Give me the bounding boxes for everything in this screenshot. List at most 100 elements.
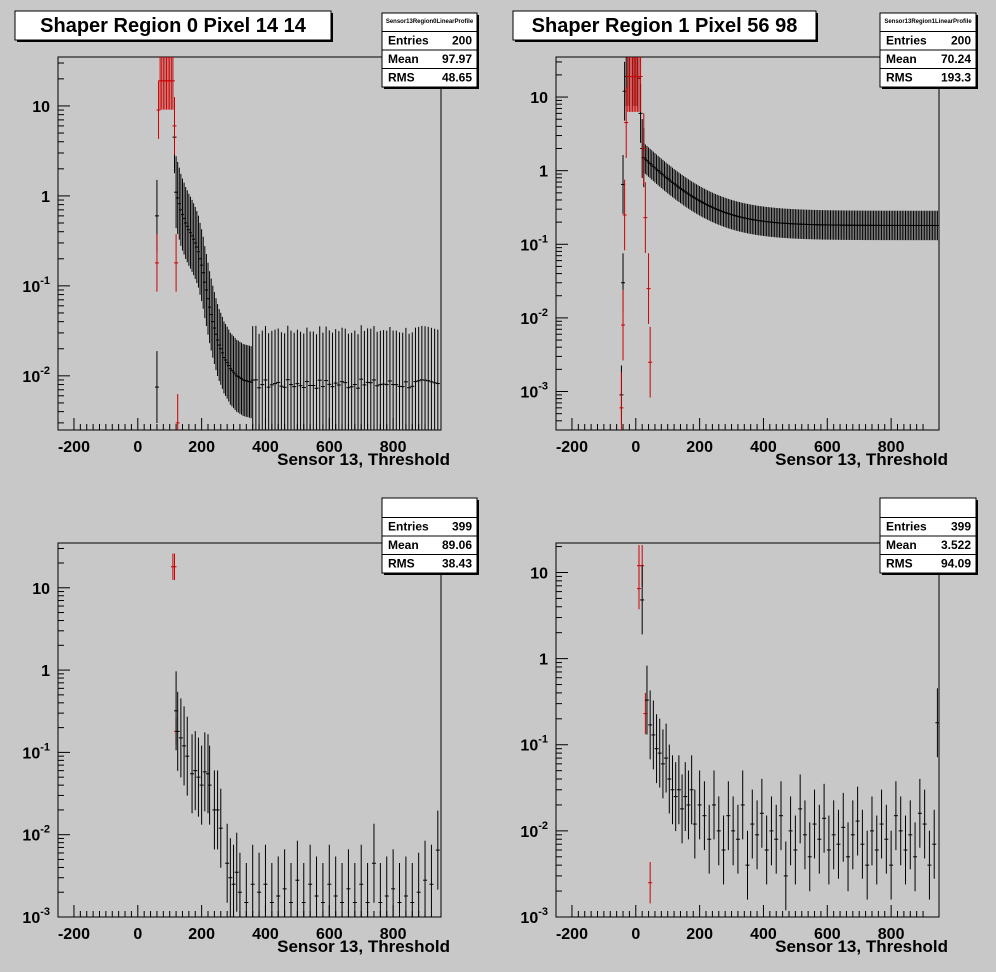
- data-point: [783, 841, 788, 911]
- data-point: [869, 796, 874, 866]
- data-point: [378, 330, 383, 430]
- data-point: [903, 815, 908, 885]
- x-tick-label: 600: [814, 926, 841, 943]
- x-tick-label: -200: [556, 926, 588, 943]
- plot-frame: [555, 542, 940, 918]
- plot-title: Shaper Region 1 Pixel 56 98: [532, 15, 798, 37]
- data-point: [397, 863, 402, 917]
- data-point: [622, 179, 627, 251]
- x-tick-label: 600: [316, 926, 343, 943]
- stats-value: 193.3: [941, 71, 971, 85]
- data-point: [276, 856, 281, 917]
- data-point: [340, 327, 345, 430]
- data-point: [343, 328, 348, 430]
- data-point: [435, 329, 440, 430]
- data-point: [855, 786, 860, 856]
- data-point: [320, 332, 325, 430]
- data-point: [359, 325, 364, 430]
- y-tick-label: 10-1: [520, 734, 548, 755]
- x-tick-label: 400: [252, 926, 279, 943]
- data-point: [185, 716, 190, 796]
- plot-frame: [57, 56, 442, 431]
- data-point: [327, 330, 332, 430]
- data-point: [387, 326, 392, 430]
- stats-label: RMS: [388, 71, 415, 85]
- y-tick-label: 10-1: [520, 233, 548, 254]
- data-point: [917, 778, 922, 848]
- data-point: [932, 809, 937, 879]
- data-point: [817, 804, 822, 874]
- data-point: [269, 863, 274, 917]
- y-tick-label: 10-2: [520, 307, 548, 328]
- plot-title: Shaper Region 0 Pixel 14 14: [40, 15, 307, 37]
- data-point: [697, 770, 702, 840]
- data-point: [667, 744, 672, 814]
- data-point: [651, 700, 656, 770]
- data-point: [898, 796, 903, 866]
- data-point: [172, 97, 177, 155]
- data-point: [641, 113, 646, 184]
- data-point: [764, 815, 769, 885]
- stats-box: Entries 399 Mean 89.06 RMS 38.43: [381, 497, 479, 575]
- data-point: [769, 796, 774, 866]
- data-point: [266, 333, 271, 430]
- data-point: [308, 331, 313, 430]
- data-point: [922, 789, 927, 859]
- data-point: [295, 840, 300, 917]
- x-tick-label: 800: [380, 439, 407, 456]
- data-point: [196, 737, 201, 817]
- data-point: [263, 844, 268, 917]
- data-point: [750, 789, 755, 859]
- data-point: [774, 804, 779, 874]
- data-point: [333, 856, 338, 917]
- stats-value: 97.97: [442, 52, 472, 66]
- title-box: [512, 10, 817, 41]
- data-point: [648, 862, 653, 904]
- data-point: [349, 332, 354, 430]
- data-point: [410, 332, 415, 430]
- stats-value: 94.09: [941, 557, 971, 571]
- data-point: [253, 325, 258, 430]
- data-point: [680, 774, 685, 844]
- data-point: [384, 856, 389, 917]
- data-point: [333, 329, 338, 430]
- x-axis-label: Sensor 13, Threshold: [277, 450, 450, 469]
- data-point: [807, 822, 812, 892]
- stats-value: 89.06: [442, 538, 472, 552]
- data-point: [788, 796, 793, 866]
- data-point: [429, 844, 434, 917]
- data-point: [285, 325, 290, 430]
- data-point: [711, 770, 716, 840]
- data-point: [686, 770, 691, 840]
- data-point: [273, 329, 278, 430]
- data-point: [676, 755, 681, 825]
- data-point: [755, 800, 760, 870]
- y-tick-label: 1: [41, 189, 50, 206]
- x-tick-label: 800: [878, 439, 905, 456]
- data-point: [317, 326, 322, 430]
- plot-frame: [57, 542, 442, 918]
- data-point: [340, 863, 345, 917]
- x-tick-label: 200: [188, 439, 215, 456]
- data-point: [426, 326, 431, 430]
- plot-panel-0: -200 0 200 400 600 800 10-2 10-1 1 10 Sensor 13, T…: [14, 10, 479, 469]
- x-axis-label: Sensor 13, Threshold: [775, 450, 948, 469]
- data-point: [237, 852, 242, 917]
- data-point: [935, 688, 940, 758]
- data-point: [178, 698, 183, 778]
- y-tick-label: 10: [32, 581, 50, 598]
- data-point: [660, 729, 665, 799]
- data-point: [731, 796, 736, 866]
- data-point: [228, 838, 233, 917]
- data-point: [362, 330, 367, 430]
- data-point: [375, 331, 380, 430]
- x-tick-label: -200: [58, 439, 90, 456]
- data-point: [707, 804, 712, 874]
- data-point: [735, 804, 740, 874]
- data-point: [207, 745, 212, 825]
- stats-box: Entries 399 Mean 3.522 RMS 94.09: [879, 497, 978, 575]
- data-point: [726, 781, 731, 851]
- data-point: [282, 849, 287, 917]
- data-point: [391, 849, 396, 917]
- data-point: [812, 789, 817, 859]
